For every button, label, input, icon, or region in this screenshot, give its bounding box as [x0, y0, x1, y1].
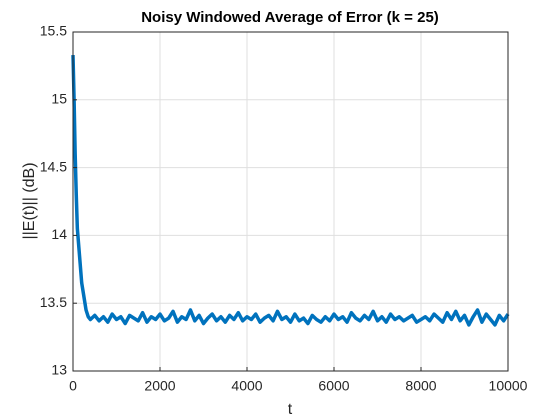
x-tick-label: 2000 [144, 378, 175, 394]
y-tick-label: 13 [51, 362, 67, 378]
y-tick-label: 14.5 [40, 158, 67, 174]
lines [71, 55, 510, 327]
x-axis-label: t [288, 401, 293, 418]
data-line [71, 55, 510, 327]
x-tick-label: 8000 [405, 378, 436, 394]
x-tick-label: 0 [69, 378, 77, 394]
y-tick-label: 15.5 [40, 23, 67, 39]
x-tick-label: 4000 [231, 378, 262, 394]
ticks: 0 2000 4000 6000 8000 10000 13 13.5 14 14.5 15 15.5 [40, 23, 528, 394]
x-tick-label: 10000 [489, 378, 528, 394]
y-tick-label: 13.5 [40, 294, 67, 310]
y-axis-label: ||E(t)|| (dB) [21, 162, 38, 239]
y-tick-label: 14 [51, 226, 67, 242]
y-tick-label: 15 [51, 91, 67, 107]
chart-title: Noisy Windowed Average of Error (k = 25) [141, 9, 439, 26]
x-tick-label: 6000 [318, 378, 349, 394]
axes-box [72, 31, 509, 372]
